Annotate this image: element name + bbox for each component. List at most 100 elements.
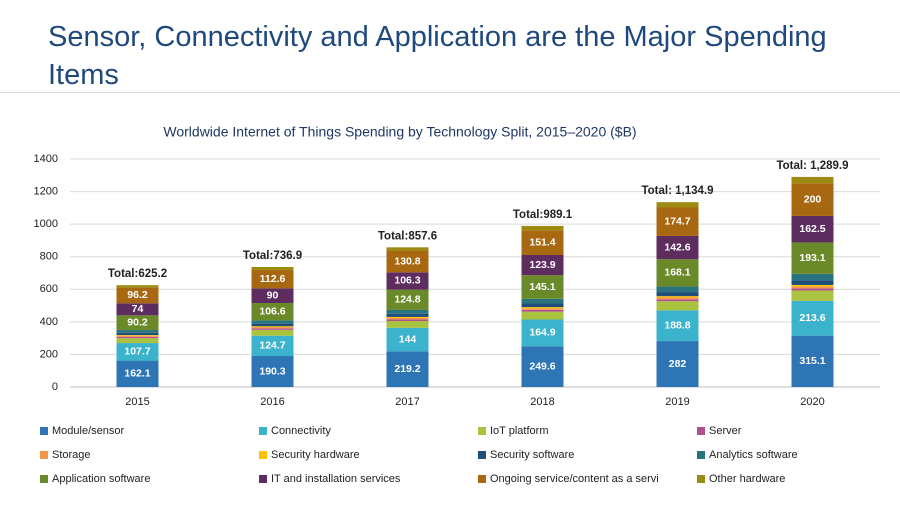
y-tick-label: 600 bbox=[40, 283, 58, 295]
data-label: 144 bbox=[399, 333, 417, 345]
bar-segment bbox=[251, 323, 294, 327]
data-label: 106.3 bbox=[394, 275, 420, 287]
x-tick-label: 2020 bbox=[800, 396, 824, 408]
bar-segment bbox=[251, 320, 294, 324]
bar-segment bbox=[116, 360, 159, 387]
bar-segment bbox=[386, 316, 429, 318]
bar-segment bbox=[521, 255, 564, 276]
y-tick-label: 200 bbox=[40, 348, 58, 360]
data-label: 168.1 bbox=[664, 267, 690, 279]
legend-swatch bbox=[697, 451, 705, 459]
bar-segment bbox=[521, 309, 564, 312]
legend-swatch bbox=[259, 475, 267, 483]
legend-swatch bbox=[259, 451, 267, 459]
data-label: 142.6 bbox=[664, 241, 690, 253]
y-tick-label: 1000 bbox=[34, 218, 58, 230]
y-tick-label: 1200 bbox=[34, 185, 58, 197]
bar-segment bbox=[791, 183, 834, 216]
bar-segment bbox=[386, 250, 429, 273]
bar-segment bbox=[386, 351, 429, 387]
bar-segment bbox=[521, 307, 564, 309]
bar-segment bbox=[386, 319, 429, 322]
data-label: 96.2 bbox=[127, 289, 148, 301]
bar-segment bbox=[521, 346, 564, 387]
data-label: 162.5 bbox=[799, 223, 825, 235]
bar-segment bbox=[251, 327, 294, 329]
bar-segment bbox=[116, 338, 159, 344]
legend-swatch bbox=[40, 475, 48, 483]
bar-segment bbox=[656, 301, 699, 311]
total-label: Total: 1,134.9 bbox=[641, 185, 713, 197]
bar-segment bbox=[656, 286, 699, 293]
bar-segment bbox=[116, 336, 159, 339]
y-tick-label: 1400 bbox=[34, 153, 58, 165]
legend-swatch bbox=[697, 427, 705, 435]
data-label: 90 bbox=[267, 289, 279, 301]
bar-segment bbox=[656, 296, 699, 298]
bar-segment bbox=[116, 303, 159, 316]
legend-swatch bbox=[478, 451, 486, 459]
bar-segment bbox=[656, 292, 699, 297]
bar-segment bbox=[116, 335, 159, 336]
bar-segment bbox=[116, 287, 159, 304]
data-label: 193.1 bbox=[799, 252, 825, 264]
bar-segment bbox=[656, 207, 699, 236]
bar-segment bbox=[386, 309, 429, 314]
data-label: 219.2 bbox=[394, 363, 420, 375]
bar-segment bbox=[791, 288, 834, 291]
x-tick-label: 2019 bbox=[665, 396, 689, 408]
data-label: 213.6 bbox=[799, 312, 825, 324]
legend-label: Storage bbox=[52, 449, 91, 461]
legend-label: Ongoing service/content as a servi bbox=[490, 473, 659, 485]
bar-segment bbox=[521, 275, 564, 299]
bar-segment bbox=[386, 313, 429, 317]
bar-segment bbox=[386, 247, 429, 251]
bar-segment bbox=[521, 311, 564, 320]
data-label: 90.2 bbox=[127, 316, 148, 328]
legend-label: Server bbox=[709, 425, 742, 437]
legend-swatch bbox=[478, 475, 486, 483]
data-label: 200 bbox=[804, 193, 822, 205]
legend-swatch bbox=[259, 427, 267, 435]
bar-segment bbox=[386, 327, 429, 352]
title-rule bbox=[0, 92, 900, 93]
data-label: 188.8 bbox=[664, 319, 690, 331]
bar-segment bbox=[656, 341, 699, 387]
legend-label: Other hardware bbox=[709, 473, 785, 485]
bar-segment bbox=[251, 329, 294, 336]
data-label: 190.3 bbox=[259, 365, 285, 377]
data-label: 123.9 bbox=[529, 259, 555, 271]
x-tick-label: 2018 bbox=[530, 396, 554, 408]
bar-segment bbox=[791, 273, 834, 281]
bar-segment bbox=[791, 176, 834, 184]
legend-label: IT and installation services bbox=[271, 473, 401, 485]
bar-segment bbox=[521, 230, 564, 256]
total-label: Total:989.1 bbox=[513, 209, 573, 221]
y-tick-label: 0 bbox=[52, 381, 58, 393]
bar-segment bbox=[791, 300, 834, 336]
bar-segment bbox=[116, 332, 159, 336]
data-label: 106.6 bbox=[259, 305, 285, 317]
bar-segment bbox=[656, 202, 699, 208]
legend-label: Module/sensor bbox=[52, 425, 124, 437]
legend-label: IoT platform bbox=[490, 425, 549, 437]
legend-label: Security software bbox=[490, 449, 574, 461]
legend-swatch bbox=[478, 427, 486, 435]
legend-swatch bbox=[697, 475, 705, 483]
bar-segment bbox=[251, 328, 294, 330]
bar-segment bbox=[656, 235, 699, 260]
data-label: 162.1 bbox=[124, 368, 150, 380]
bar-segment bbox=[386, 272, 429, 290]
bar-segment bbox=[521, 303, 564, 308]
bar-segment bbox=[251, 326, 294, 328]
bar-segment bbox=[791, 242, 834, 274]
chart-title: Worldwide Internet of Things Spending by… bbox=[163, 124, 636, 140]
total-label: Total: 1,289.9 bbox=[776, 160, 848, 172]
data-label: 130.8 bbox=[394, 255, 420, 267]
bar-segment bbox=[791, 290, 834, 301]
slide-title: Sensor, Connectivity and Application are… bbox=[48, 21, 827, 91]
legend-swatch bbox=[40, 427, 48, 435]
bar-segment bbox=[116, 285, 159, 288]
